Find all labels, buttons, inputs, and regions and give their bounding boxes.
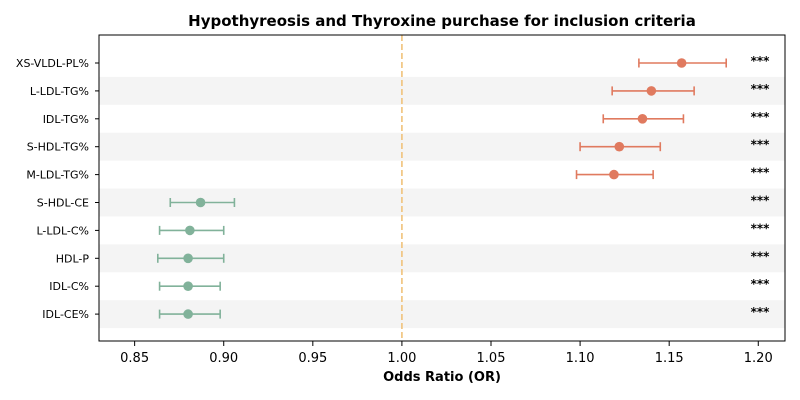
significance-label: ***	[751, 305, 771, 319]
significance-label: ***	[751, 221, 771, 235]
y-tick-label: S-HDL-CE	[37, 197, 89, 210]
y-tick-label: IDL-C%	[49, 280, 89, 293]
or-point	[646, 86, 657, 96]
significance-label: ***	[751, 110, 771, 124]
significance-label: ***	[751, 249, 771, 263]
x-axis: 0.85 0.90 0.95 1.00 1.05 1.10 1.15 1.20	[120, 341, 773, 366]
or-point	[183, 309, 193, 319]
plot-frame	[98, 34, 786, 342]
y-tick-label: XS-VLDL-PL%	[16, 57, 89, 70]
y-tick-label: S-HDL-TG%	[27, 141, 89, 154]
or-point	[676, 58, 687, 68]
y-tick-label: IDL-CE%	[42, 308, 89, 321]
y-tick-label: L-LDL-TG%	[30, 85, 89, 98]
data-rows: XS-VLDL-PL% ***L-LDL-TG% ***IDL-TG% ***S-HD…	[16, 54, 770, 321]
x-tick-label: 0.95	[298, 351, 327, 366]
or-point	[195, 197, 206, 208]
or-point	[185, 225, 195, 236]
significance-label: ***	[751, 138, 771, 152]
x-axis-label: Odds Ratio (OR)	[383, 370, 501, 385]
forest-row: IDL-TG% ***	[43, 110, 770, 126]
y-tick-label: L-LDL-C%	[36, 224, 89, 237]
y-tick-label: M-LDL-TG%	[26, 169, 89, 182]
significance-label: ***	[751, 82, 771, 96]
x-tick-label: 1.05	[477, 351, 506, 366]
row-stripe	[99, 132, 785, 161]
or-point	[183, 281, 193, 292]
forest-row: L-LDL-TG% ***	[30, 82, 770, 98]
y-tick-label: HDL-P	[56, 252, 90, 265]
or-point	[614, 141, 625, 152]
x-tick-label: 0.90	[209, 351, 238, 366]
forest-row: IDL-CE% ***	[42, 305, 770, 321]
forest-row: HDL-P ***	[56, 249, 770, 265]
chart-title: Hypothyreosis and Thyroxine purchase for…	[188, 12, 696, 30]
x-tick-label: 1.10	[566, 351, 595, 366]
or-point	[637, 114, 648, 124]
or-point	[609, 169, 619, 180]
forest-row: S-HDL-CE ***	[37, 194, 770, 210]
forest-row: L-LDL-C% ***	[36, 221, 770, 237]
y-tick-label: IDL-TG%	[43, 113, 89, 126]
x-tick-label: 1.20	[744, 351, 773, 366]
or-point	[183, 253, 193, 264]
x-tick-label: 1.00	[387, 351, 416, 366]
forest-row: IDL-C% ***	[49, 277, 770, 293]
significance-label: ***	[751, 194, 771, 208]
x-tick-label: 0.85	[120, 351, 149, 366]
forest-row: S-HDL-TG% ***	[27, 138, 770, 154]
x-tick-label: 1.15	[655, 351, 684, 366]
forest-row: M-LDL-TG% ***	[26, 166, 770, 182]
significance-label: ***	[751, 54, 771, 68]
forest-row: XS-VLDL-PL% ***	[16, 54, 770, 70]
significance-label: ***	[751, 277, 771, 291]
significance-label: ***	[751, 166, 771, 180]
